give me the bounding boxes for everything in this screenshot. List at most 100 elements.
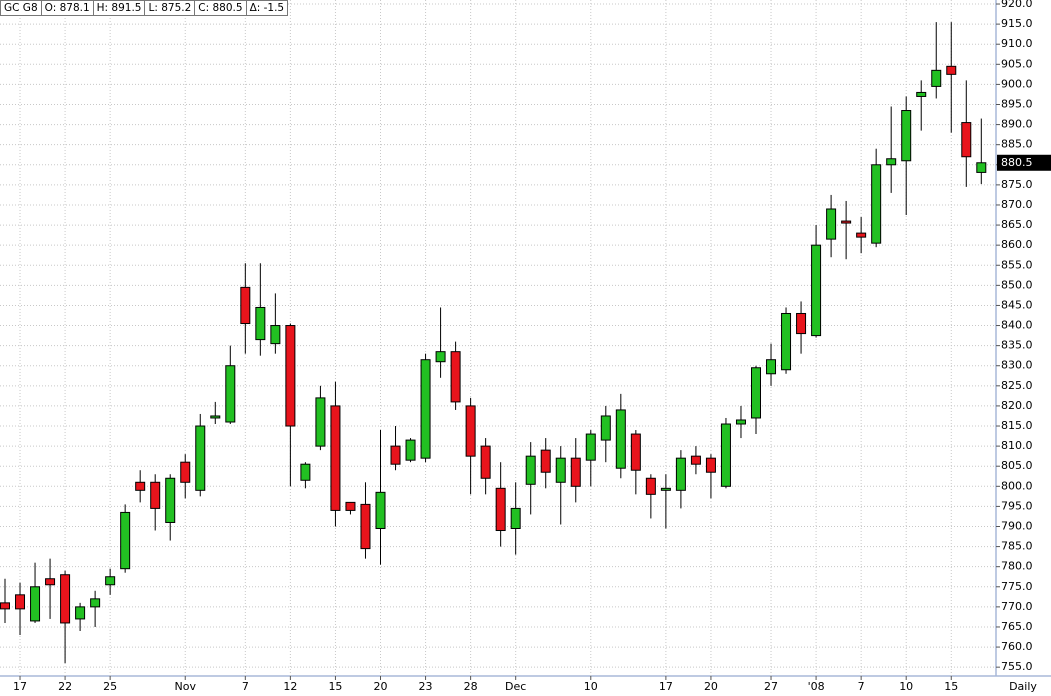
- candle-body: [796, 312, 807, 335]
- candle-body: [600, 415, 611, 441]
- x-tick-label: 22: [58, 680, 72, 693]
- candle-body: [540, 449, 551, 473]
- header-field: C: 880.5: [195, 1, 247, 15]
- candle-body: [645, 477, 656, 495]
- candle-body: [300, 463, 311, 481]
- candle-body: [811, 244, 822, 337]
- y-tick-label: 800.0: [1001, 479, 1033, 492]
- x-tick-label: 15: [328, 680, 342, 693]
- candle-body: [405, 439, 416, 461]
- y-tick-label: 890.0: [1001, 118, 1033, 131]
- header-field: L: 875.2: [145, 1, 196, 15]
- y-tick-label: 855.0: [1001, 258, 1033, 271]
- y-tick-label: 810.0: [1001, 439, 1033, 452]
- candle-body: [480, 445, 491, 479]
- candle-body: [781, 312, 792, 371]
- y-tick-label: 900.0: [1001, 77, 1033, 90]
- last-value-box: [997, 154, 1051, 171]
- candle-body: [270, 325, 281, 345]
- candle-body: [105, 576, 116, 586]
- candle-body: [0, 602, 10, 610]
- y-tick-label: 760.0: [1001, 640, 1033, 653]
- y-tick-label: 775.0: [1001, 580, 1033, 593]
- candle-body: [30, 586, 41, 622]
- x-tick-label: Nov: [175, 680, 197, 693]
- candle-body: [375, 491, 386, 530]
- x-tick-label: '08: [808, 680, 825, 693]
- y-tick-label: 840.0: [1001, 319, 1033, 332]
- y-tick-label: 795.0: [1001, 499, 1033, 512]
- y-tick-label: 875.0: [1001, 178, 1033, 191]
- last-value-label: 880.5: [1001, 156, 1033, 169]
- candle-body: [435, 351, 446, 363]
- candle-body: [495, 487, 506, 532]
- y-tick-label: 920.0: [1001, 0, 1033, 10]
- y-tick-label: 825.0: [1001, 379, 1033, 392]
- header-field: O: 878.1: [42, 1, 94, 15]
- candle-body: [345, 501, 356, 511]
- candle-body: [705, 457, 716, 473]
- x-tick-label: 20: [704, 680, 718, 693]
- candle-body: [240, 286, 251, 325]
- x-tick-label: 15: [944, 680, 958, 693]
- x-tick-label: 10: [584, 680, 598, 693]
- candle-body: [330, 405, 341, 511]
- y-tick-label: 820.0: [1001, 399, 1033, 412]
- candle-body: [615, 409, 626, 469]
- y-tick-label: 845.0: [1001, 298, 1033, 311]
- candle-body: [630, 433, 641, 471]
- header-field: GC G8: [1, 1, 42, 15]
- y-tick-label: 870.0: [1001, 198, 1033, 211]
- y-tick-label: 905.0: [1001, 57, 1033, 70]
- candle-body: [856, 232, 867, 238]
- candle-body: [525, 455, 536, 485]
- x-tick-label: 17: [13, 680, 27, 693]
- candle-body: [225, 365, 236, 423]
- candle-body: [931, 69, 942, 87]
- y-tick-label: 910.0: [1001, 37, 1033, 50]
- candle-body: [826, 208, 837, 240]
- candle-body: [135, 481, 146, 491]
- y-tick-label: 865.0: [1001, 218, 1033, 231]
- candle-body: [195, 425, 206, 491]
- candle-body: [210, 415, 221, 419]
- x-tick-label: 10: [899, 680, 913, 693]
- candle-body: [255, 306, 266, 341]
- candle-body: [360, 503, 371, 550]
- x-tick-label: 27: [764, 680, 778, 693]
- candle-body: [766, 359, 777, 375]
- candle-body: [675, 457, 686, 491]
- candle-body: [886, 158, 897, 166]
- y-tick-label: 915.0: [1001, 17, 1033, 30]
- plot-area: [0, 0, 996, 676]
- y-tick-label: 770.0: [1001, 600, 1033, 613]
- y-tick-label: 895.0: [1001, 97, 1033, 110]
- candle-body: [555, 457, 566, 483]
- x-tick-label: 20: [374, 680, 388, 693]
- x-tick-label: Dec: [505, 680, 526, 693]
- candle-body: [735, 419, 746, 425]
- candle-body: [916, 91, 927, 97]
- candle-body: [90, 598, 101, 608]
- candle-body: [285, 325, 296, 427]
- y-tick-label: 755.0: [1001, 660, 1033, 673]
- x-tick-label: 25: [103, 680, 117, 693]
- y-tick-label: 850.0: [1001, 278, 1033, 291]
- candle-body: [60, 574, 71, 624]
- candle-body: [660, 487, 671, 491]
- candle-body: [946, 65, 957, 75]
- header-field: H: 891.5: [94, 1, 146, 15]
- x-tick-label: 12: [283, 680, 297, 693]
- candle-body: [450, 351, 461, 403]
- candle-body: [976, 162, 987, 173]
- candle-body: [465, 405, 476, 457]
- candle-body: [751, 367, 761, 419]
- header-field: Δ: -1.5: [249, 2, 285, 14]
- x-tick-label: 23: [419, 680, 433, 693]
- candle-body: [120, 511, 131, 570]
- candle-body: [901, 110, 912, 162]
- candle-body: [390, 445, 401, 465]
- candle-body: [720, 423, 731, 487]
